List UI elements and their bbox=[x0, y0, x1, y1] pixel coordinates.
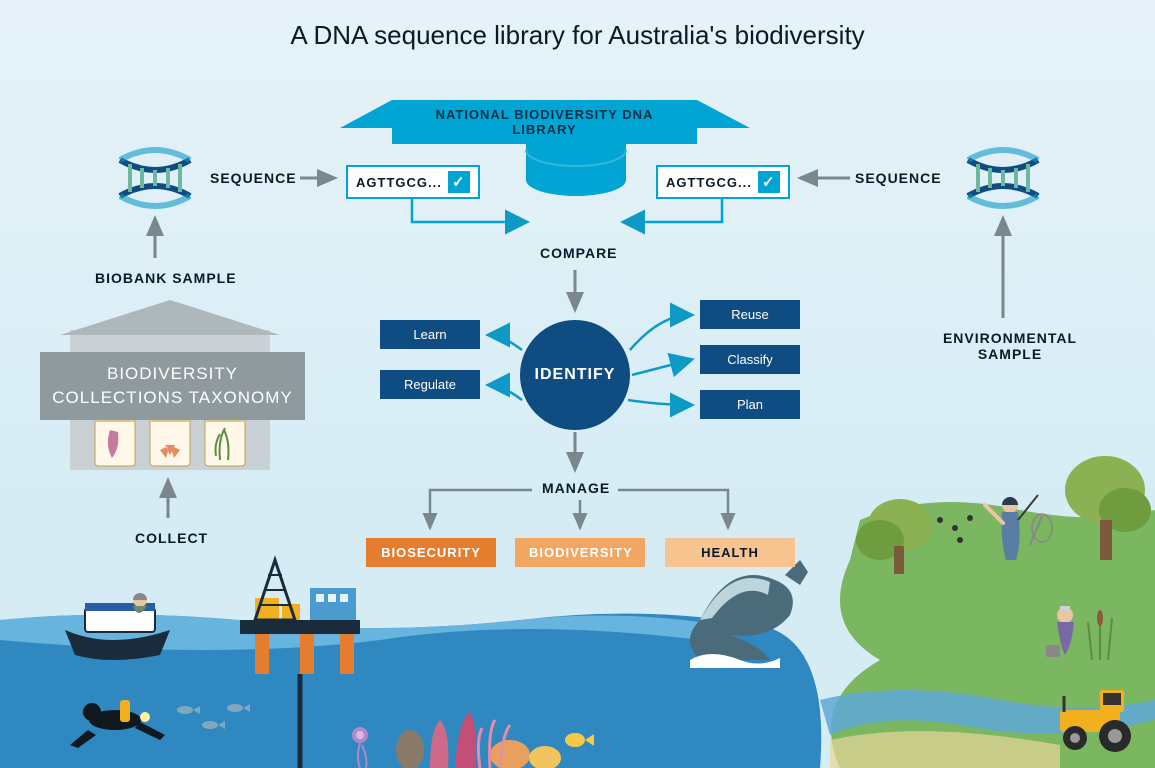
env-sample-label: ENVIRONMENTALSAMPLE bbox=[940, 330, 1080, 362]
collect-label: COLLECT bbox=[135, 530, 208, 546]
fish-icon bbox=[177, 704, 250, 729]
page-title: A DNA sequence library for Australia's b… bbox=[290, 20, 864, 51]
bee-icon bbox=[937, 515, 973, 543]
boat-icon bbox=[65, 593, 170, 660]
tree-icon bbox=[1065, 456, 1151, 560]
classify-box: Classify bbox=[700, 345, 800, 374]
compare-label: COMPARE bbox=[540, 245, 618, 261]
check-icon: ✓ bbox=[758, 171, 780, 193]
taxonomy-banner: BIODIVERSITYCOLLECTIONS TAXONOMY bbox=[40, 352, 305, 420]
reuse-box: Reuse bbox=[700, 300, 800, 329]
learn-box: Learn bbox=[380, 320, 480, 349]
biodiversity-box: BIODIVERSITY bbox=[515, 538, 645, 567]
sequence-text: AGTTGCG... bbox=[666, 175, 752, 190]
sequence-label: SEQUENCE bbox=[210, 170, 297, 186]
biosecurity-box: BIOSECURITY bbox=[366, 538, 496, 567]
health-box: HEALTH bbox=[665, 538, 795, 567]
diver-icon bbox=[70, 700, 165, 748]
person-bucket-icon bbox=[1046, 606, 1074, 657]
sequence-label: SEQUENCE bbox=[855, 170, 942, 186]
plant-icon bbox=[1088, 610, 1112, 660]
whale-icon bbox=[690, 560, 808, 668]
dna-icon bbox=[968, 150, 1038, 206]
sequence-box-left: AGTTGCG... ✓ bbox=[346, 165, 480, 199]
tree-icon bbox=[856, 499, 932, 574]
sequence-text: AGTTGCG... bbox=[356, 175, 442, 190]
person-net-icon bbox=[985, 495, 1052, 560]
tractor-icon bbox=[1060, 690, 1131, 752]
regulate-box: Regulate bbox=[380, 370, 480, 399]
dna-icon bbox=[120, 150, 190, 206]
check-icon: ✓ bbox=[448, 171, 470, 193]
coral-icon bbox=[352, 712, 594, 768]
manage-label: MANAGE bbox=[542, 480, 610, 496]
plan-box: Plan bbox=[700, 390, 800, 419]
library-banner: NATIONAL BIODIVERSITY DNA LIBRARY bbox=[392, 100, 697, 144]
biobank-label: BIOBANK SAMPLE bbox=[95, 270, 237, 286]
oil-rig-icon bbox=[240, 560, 360, 768]
sequence-box-right: AGTTGCG... ✓ bbox=[656, 165, 790, 199]
identify-node: IDENTIFY bbox=[520, 320, 630, 430]
